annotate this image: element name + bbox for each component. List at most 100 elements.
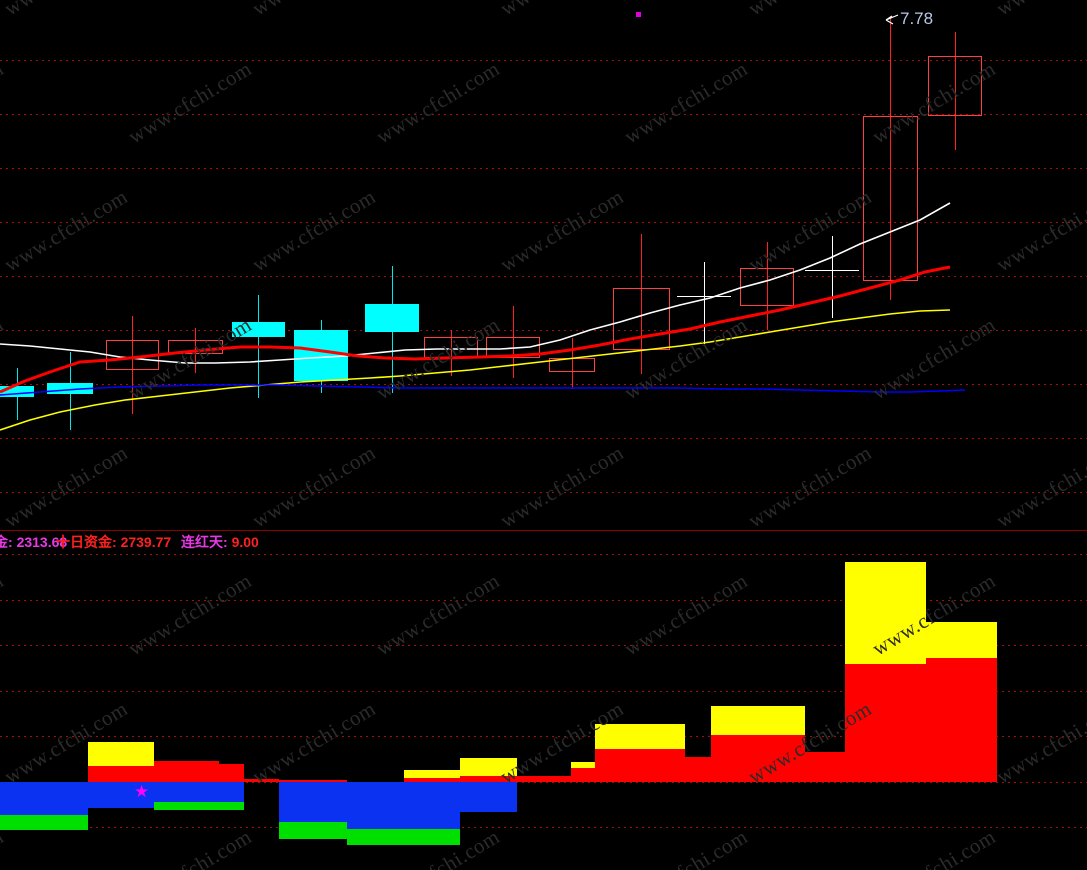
candle-wick (132, 316, 133, 414)
info-consecutive-red-days: 连红天: 9.00 (181, 532, 259, 552)
bar-red (517, 776, 571, 782)
candle-wick (954, 32, 956, 150)
gridline (0, 222, 1087, 223)
bar-red (88, 766, 154, 782)
ma-line-MA-red (0, 265, 951, 394)
bar-red (244, 779, 279, 782)
bar-red (404, 778, 460, 782)
bar-yellow (460, 758, 517, 776)
info-value: 2313.68 (16, 534, 68, 550)
candle-wick (890, 18, 891, 300)
bar-red (279, 780, 347, 782)
bar-green (0, 815, 88, 830)
bar-blue (88, 782, 154, 808)
bar-blue (0, 782, 88, 815)
gridline (0, 60, 1087, 61)
candle-body (863, 116, 918, 281)
candlestick (677, 0, 731, 530)
gridline (0, 492, 1087, 493)
candlestick (613, 0, 670, 530)
bar-blue (460, 782, 517, 812)
bar-blue (279, 782, 347, 822)
gridline (0, 827, 1087, 828)
gridline (0, 114, 1087, 115)
bar-green (219, 802, 244, 810)
price-pointer-arrow (885, 14, 899, 25)
candle-body (928, 56, 982, 116)
bar-red (845, 664, 926, 782)
candle-wick (831, 236, 833, 318)
bar-red (926, 658, 997, 782)
last-price-label: 7.78 (900, 9, 934, 28)
candle-body (677, 296, 731, 297)
bar-green (154, 802, 219, 810)
candle-body (805, 270, 859, 271)
candle-wick (766, 242, 768, 330)
candlestick (740, 0, 794, 530)
info-label: 金: (0, 534, 13, 550)
candle-wick (512, 306, 514, 378)
info-label: 十日资金: (56, 534, 121, 550)
gridline (0, 384, 1087, 385)
info-value: 9.00 (231, 534, 259, 550)
gridline (0, 782, 1087, 783)
bar-yellow (711, 706, 805, 735)
candle-body (486, 337, 540, 358)
candlestick (928, 0, 982, 530)
info-ten-day-capital: 十日资金: 2739.77 (56, 532, 171, 552)
bar-red (219, 764, 244, 782)
candle-body (613, 288, 670, 350)
magenta-marker-dot (636, 12, 641, 17)
candle-body (740, 268, 794, 306)
bar-red (460, 776, 517, 782)
gridline (0, 600, 1087, 601)
bar-red (805, 752, 845, 782)
ma-line-MA-yellow (0, 309, 951, 431)
buy-signal-star-icon: ★ (134, 782, 150, 801)
candle-wick (641, 234, 642, 374)
bar-green (347, 829, 404, 845)
ma-line-MA-blue (0, 384, 966, 396)
bar-red (595, 749, 685, 782)
bar-green (404, 829, 460, 845)
candlestick (365, 0, 419, 530)
bar-yellow (404, 770, 460, 778)
bar-yellow (926, 622, 997, 658)
candle-wick (571, 338, 573, 389)
gridline (0, 554, 1087, 555)
candle-wick (450, 330, 452, 376)
candlestick (486, 0, 540, 530)
candle-body (232, 322, 285, 337)
candlestick (232, 0, 285, 530)
bar-red (685, 757, 711, 782)
bar-yellow (845, 562, 926, 664)
capital-flow-histogram[interactable]: ★ (0, 554, 1087, 870)
bar-yellow (595, 724, 685, 749)
gridline (0, 736, 1087, 737)
gridline (0, 168, 1087, 169)
bar-yellow (88, 742, 154, 766)
bar-red (711, 735, 805, 782)
panel-separator (0, 530, 1087, 531)
bar-blue (347, 782, 404, 829)
ma-line-MA-white (0, 202, 951, 364)
bar-blue (154, 782, 219, 802)
candle-wick (703, 262, 705, 344)
gridline (0, 645, 1087, 646)
info-five-day-capital: 金: 2313.68 (0, 532, 67, 552)
gridline (0, 691, 1087, 692)
bar-blue (404, 782, 460, 829)
candlestick (863, 0, 918, 530)
candlestick (805, 0, 859, 530)
gridline (0, 330, 1087, 331)
moving-average-lines (0, 202, 966, 431)
info-label: 连红天: (181, 534, 232, 550)
bar-blue (219, 782, 244, 802)
info-value: 2739.77 (120, 534, 172, 550)
gridline (0, 438, 1087, 439)
bar-red (154, 761, 219, 782)
indicator-info-bar: 金: 2313.68 十日资金: 2739.77 连红天: 9.00 (0, 530, 1087, 554)
candle-body (365, 304, 419, 332)
candlestick-price-chart[interactable]: 7.78 (0, 0, 1087, 530)
